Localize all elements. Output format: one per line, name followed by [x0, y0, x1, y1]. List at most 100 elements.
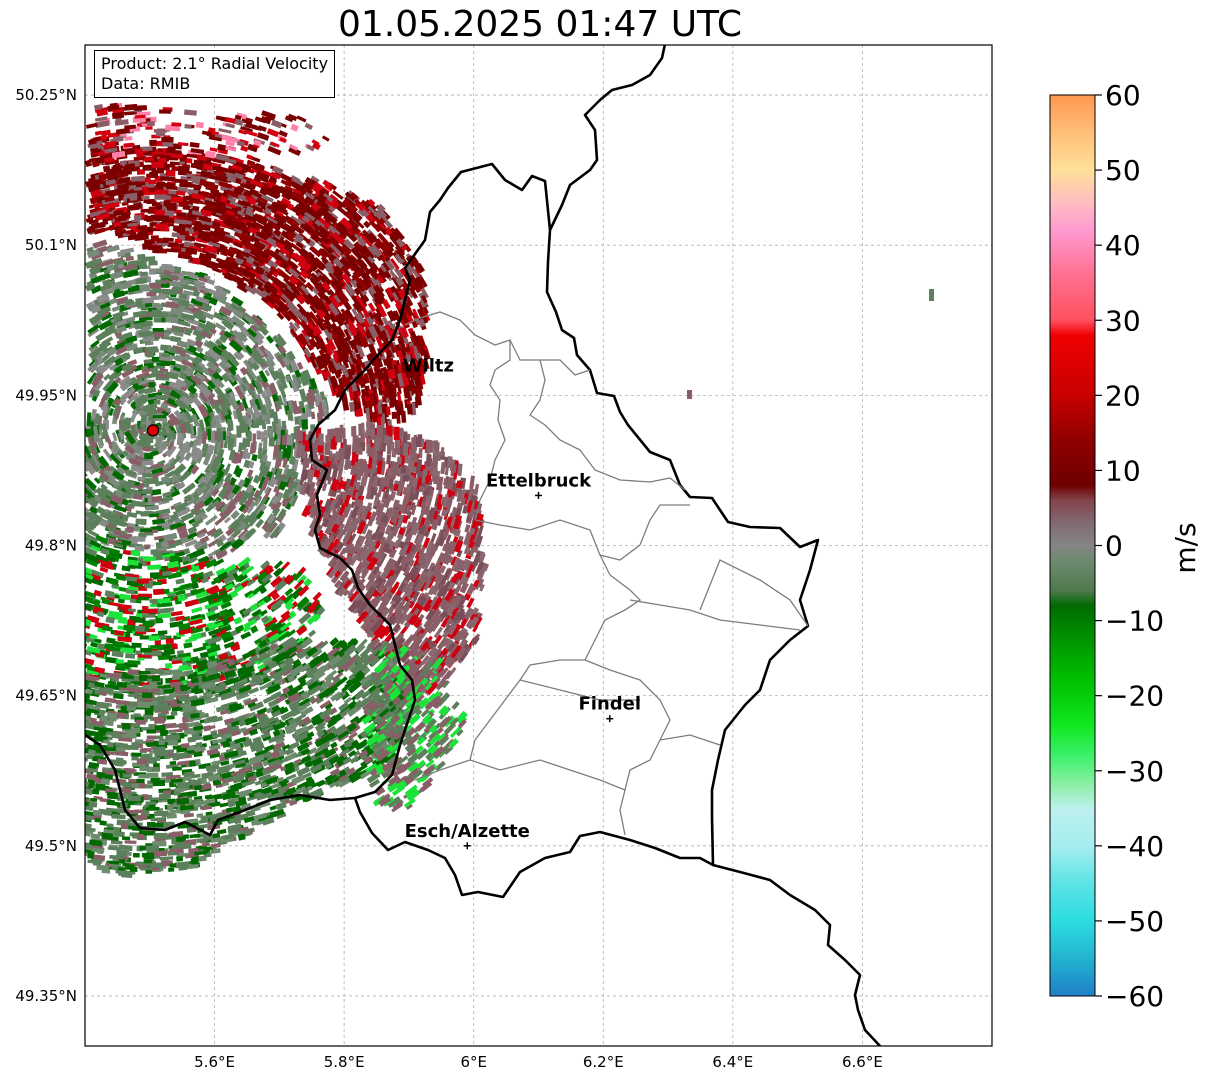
radar-echo-bin — [119, 160, 127, 166]
radar-echo-bin — [344, 238, 355, 249]
radar-echo-bin — [185, 157, 193, 164]
radar-echo-bin — [281, 420, 287, 429]
radar-echo-bin — [179, 182, 189, 188]
radar-echo-bin — [252, 421, 259, 429]
radar-echo-bin — [384, 242, 395, 253]
radar-echo-bin — [252, 255, 265, 265]
radar-echo-bin — [393, 267, 404, 280]
radar-echo-bin — [153, 399, 161, 405]
radar-echo-bin — [146, 346, 158, 353]
radar-echo-bin — [348, 401, 355, 412]
radar-echo-bin — [257, 200, 267, 209]
radar-echo-bin — [351, 308, 358, 316]
radar-echo-bin — [152, 414, 167, 419]
radar-echo-bin — [161, 215, 169, 219]
radar-echo-bin — [147, 121, 155, 126]
radar-echo-bin — [157, 184, 164, 190]
radar-echo-bin — [407, 288, 415, 299]
radar-echo-bin — [177, 165, 190, 173]
radar-echo-bin — [156, 238, 164, 243]
radar-echo-bin — [309, 245, 322, 258]
radar-echo-bin — [276, 437, 281, 445]
radar-echo-bin — [124, 136, 133, 141]
radar-echo-bin — [159, 109, 171, 114]
radar-echo-bin — [160, 227, 170, 232]
radar-echo-bin — [288, 321, 298, 332]
radar-echo-bin — [142, 297, 154, 304]
radar-echo-bin — [154, 189, 169, 195]
radar-echo-bin — [295, 309, 303, 317]
radar-echo-bin — [127, 163, 136, 170]
radar-echo-bin — [133, 186, 143, 191]
radar-echo-bin — [268, 436, 276, 447]
radar-echo-bin — [151, 309, 162, 314]
radar-echo-bin — [143, 198, 156, 204]
radar-echo-bin — [150, 549, 159, 555]
radar-echo-bin — [276, 312, 285, 321]
radar-echo-bin — [283, 185, 294, 193]
radar-echo-bin — [171, 276, 179, 281]
radar-echo-bin — [149, 283, 162, 289]
radar-echo-bin — [422, 305, 429, 315]
radar-echo-bin — [169, 161, 180, 166]
radar-echo-bin — [144, 320, 153, 327]
radar-echo-bin — [262, 436, 268, 450]
radar-echo-bin — [124, 103, 138, 111]
radar-echo-bin — [120, 420, 126, 432]
radar-echo-bin — [102, 165, 111, 173]
radar-echo-bin — [174, 238, 183, 244]
radar-echo-bin — [151, 169, 164, 174]
radar-echo-bin — [294, 416, 300, 425]
radar-echo-bin — [165, 170, 176, 177]
radar-echo-bin — [159, 176, 169, 181]
radar-echo-bin — [262, 265, 272, 274]
radar-echo-bin — [303, 209, 317, 222]
radar-echoes — [85, 102, 934, 878]
radar-echo-bin — [281, 435, 287, 446]
radar-echo-bin — [389, 258, 400, 270]
map-title: 01.05.2025 01:47 UTC — [337, 4, 743, 45]
radar-echo-bin — [374, 238, 388, 252]
radar-echo-bin — [142, 473, 153, 478]
radar-echo-bin — [140, 271, 148, 276]
radar-echo-bin — [395, 244, 405, 255]
radar-echo-bin — [161, 136, 174, 143]
radar-echo-bin — [154, 209, 165, 216]
radar-echo-bin — [170, 153, 183, 159]
radar-echo-bin — [391, 411, 397, 419]
radar-echo-bin — [131, 175, 146, 182]
radar-echo-bin — [344, 195, 358, 208]
radar-echo-bin — [141, 489, 153, 495]
radar-echo-bin — [270, 171, 281, 180]
radar-echo-bin — [202, 431, 208, 440]
radar-echo-bin — [141, 195, 150, 200]
radar-echo-bin — [137, 253, 146, 261]
radar-echo-bin — [275, 221, 289, 232]
radar-echo-bin — [149, 139, 157, 146]
radar-echo-bin — [165, 204, 177, 209]
radar-echo-bin — [317, 247, 329, 260]
radar-echo-bin — [297, 308, 307, 319]
radar-echo-bin — [356, 408, 364, 417]
radar-echo-bin — [359, 292, 370, 303]
radar-echo-bin — [256, 430, 261, 439]
radar-echo-bin — [114, 227, 124, 234]
radar-echo-bin — [323, 343, 333, 356]
radar-echo-bin — [148, 260, 158, 266]
radar-echo-bin — [161, 541, 169, 548]
radar-echo-bin — [265, 215, 278, 225]
radar-echo-bin — [154, 195, 169, 200]
radar-echo-bin — [85, 428, 92, 438]
radar-echo-bin — [151, 368, 158, 375]
radar-echo-bin — [124, 417, 132, 429]
radar-echo-bin — [171, 122, 182, 127]
radar-echo-bin — [166, 147, 176, 154]
radar-echo-bin — [280, 179, 293, 188]
radar-echo-bin — [144, 453, 154, 459]
radar-echo-bin — [207, 428, 211, 441]
radar-echo-bin — [384, 259, 396, 271]
radar-echo-bin — [392, 227, 405, 241]
radar-echo-bin — [190, 162, 199, 169]
radar-echo-bin — [150, 214, 163, 221]
radar-echo-bin — [99, 423, 106, 430]
